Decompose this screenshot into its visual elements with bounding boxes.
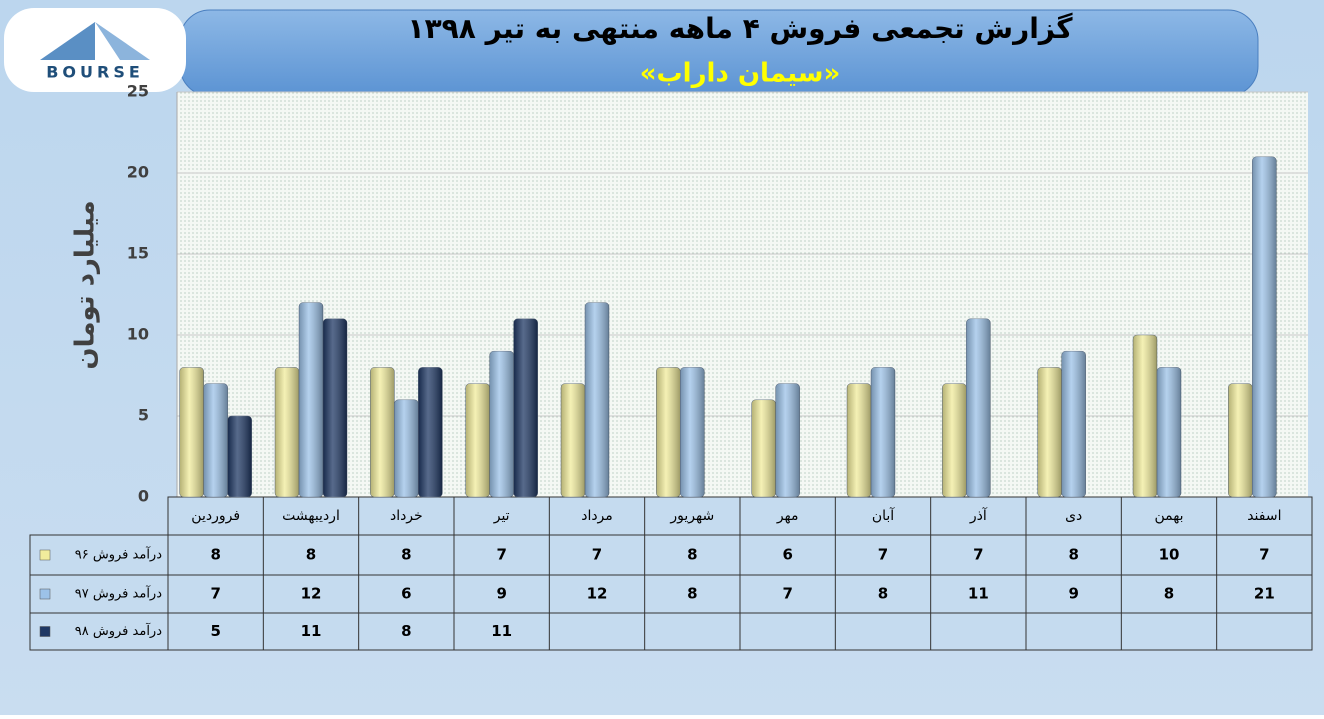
plot-area	[177, 92, 1308, 497]
logo-shape	[95, 22, 150, 60]
bar-shade	[1252, 156, 1277, 498]
bar-shade	[1037, 367, 1062, 497]
x-tick-label: آذر	[969, 507, 988, 524]
bar-shade	[847, 383, 871, 497]
table-value: 7	[592, 546, 602, 564]
legend-swatch	[39, 549, 51, 561]
x-tick-label: خرداد	[390, 508, 423, 524]
bar-shade	[323, 318, 347, 497]
y-tick-label: 0	[138, 487, 149, 506]
table-value: 9	[1068, 585, 1078, 603]
table-value: 11	[301, 622, 322, 640]
bar-shade	[966, 318, 991, 497]
table-value: 8	[1068, 546, 1078, 564]
table-value: 8	[687, 585, 697, 603]
table-value: 12	[587, 585, 608, 603]
bar-shade	[394, 399, 419, 497]
bar-shade	[775, 383, 800, 497]
table-value: 6	[782, 546, 792, 564]
logo: BOURSE	[4, 8, 186, 92]
y-axis-title: میلیارد تومان	[71, 200, 101, 369]
legend-swatch	[39, 626, 51, 637]
x-tick-label: مهر	[776, 508, 799, 524]
x-tick-label: دی	[1065, 508, 1082, 524]
x-tick-label: اردیبهشت	[282, 508, 340, 524]
x-tick-label: مرداد	[581, 508, 613, 524]
x-tick-label: فروردین	[191, 508, 240, 524]
bar-shade	[1133, 335, 1157, 497]
bar-shade	[227, 416, 252, 497]
y-tick-label: 15	[127, 244, 149, 263]
bar-shade	[751, 399, 776, 497]
legend-label: درآمد فروش ۹۸	[75, 622, 162, 639]
table-value: 7	[210, 585, 220, 603]
bar-shade	[1157, 367, 1181, 497]
logo-shape	[40, 22, 95, 60]
bar-shade	[561, 383, 585, 497]
legend-swatch	[39, 588, 51, 600]
x-tick-label: آبان	[872, 507, 895, 524]
x-tick-label: اسفند	[1247, 508, 1281, 524]
table-value: 8	[1164, 585, 1174, 603]
table-value: 11	[491, 622, 512, 640]
table-value: 9	[496, 585, 506, 603]
chart-title: گزارش تجمعی فروش ۴ ماهه منتهی به تیر ۱۳۹…	[407, 12, 1073, 45]
table-value: 10	[1159, 546, 1180, 564]
bar-shade	[179, 367, 204, 497]
y-tick-label: 20	[127, 163, 149, 182]
x-tick-label: شهریور	[669, 508, 714, 524]
table-value: 21	[1254, 585, 1275, 603]
table-value: 8	[687, 546, 697, 564]
table-value: 8	[878, 585, 888, 603]
bar-shade	[465, 383, 490, 497]
bar-shade	[942, 383, 967, 497]
table-value: 8	[401, 546, 411, 564]
legend-label: درآمد فروش ۹۶	[75, 546, 162, 563]
bar-shade	[680, 367, 705, 497]
y-tick-label: 25	[127, 82, 149, 101]
table-value: 7	[1259, 546, 1269, 564]
bar-shade	[871, 367, 895, 497]
table-value: 12	[301, 585, 322, 603]
y-tick-label: 10	[127, 325, 149, 344]
table-value: 5	[210, 622, 220, 640]
logo-text: BOURSE	[46, 63, 144, 82]
table-value: 8	[401, 622, 411, 640]
table-value: 11	[968, 585, 989, 603]
bar-shade	[513, 318, 538, 497]
bar-shade	[1061, 351, 1086, 497]
bar-shade	[656, 367, 681, 497]
table-value: 6	[401, 585, 411, 603]
bar-shade	[418, 367, 443, 497]
chart-subtitle: «سیمان داراب»	[640, 59, 840, 89]
bar-shade	[585, 302, 609, 497]
table-value: 8	[306, 546, 316, 564]
x-tick-label: بهمن	[1154, 508, 1183, 524]
table-value: 7	[973, 546, 983, 564]
legend-label: درآمد فروش ۹۷	[75, 585, 162, 602]
bar-shade	[370, 367, 395, 497]
table-value: 7	[782, 585, 792, 603]
bar-shade	[275, 367, 299, 497]
table-value: 7	[496, 546, 506, 564]
bar-shade	[489, 351, 514, 497]
table-value: 8	[210, 546, 220, 564]
bar-shade	[299, 302, 323, 497]
x-tick-label: تیر	[493, 508, 510, 524]
bar-shade	[1228, 383, 1253, 497]
y-tick-label: 5	[138, 406, 149, 425]
bar-shade	[203, 383, 228, 497]
table-value: 7	[878, 546, 888, 564]
table-label-col	[29, 534, 169, 651]
